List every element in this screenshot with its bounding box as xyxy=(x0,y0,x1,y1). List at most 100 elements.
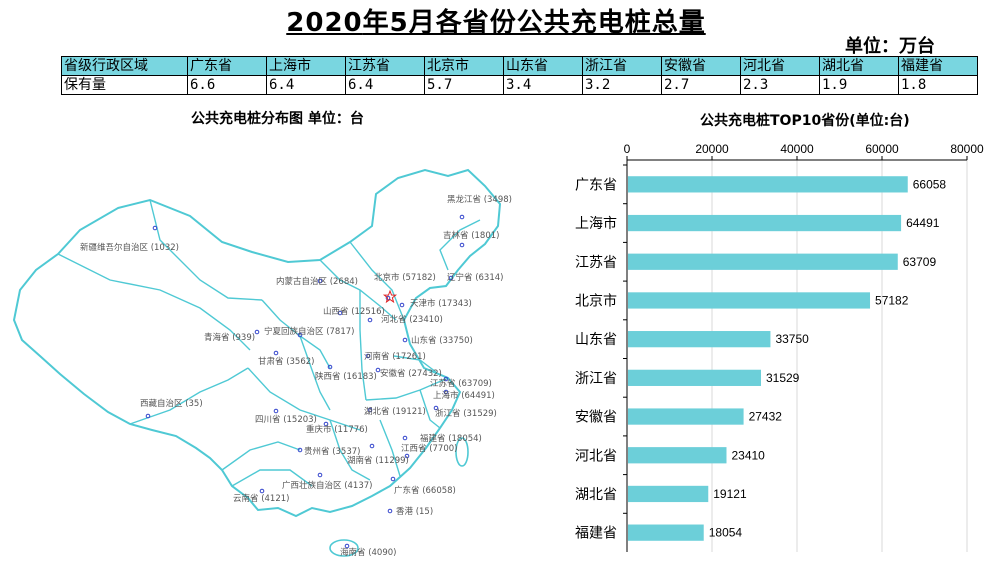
data-label: 33750 xyxy=(775,332,809,346)
data-label: 64491 xyxy=(906,216,940,230)
province-boundary xyxy=(57,253,251,351)
category-label: 安徽省 xyxy=(575,410,617,426)
table-cell: 6.6 xyxy=(187,75,267,95)
table-cell: 福建省 xyxy=(898,56,978,76)
province-dot xyxy=(145,413,151,419)
category-label: 福建省 xyxy=(575,526,617,542)
province-dot xyxy=(152,225,158,231)
table-header-row: 省级行政区域 广东省 上海市 江苏省 北京市 山东省 浙江省 安徽省 河北省 湖… xyxy=(61,56,978,76)
category-label: 广东省 xyxy=(575,177,617,193)
map-label: 四川省 (15203) xyxy=(255,414,317,425)
province-dot xyxy=(385,295,391,301)
table-cell: 1.9 xyxy=(819,75,899,95)
x-tick-label: 80000 xyxy=(950,142,984,156)
province-dot xyxy=(344,543,350,549)
table-cell: 1.8 xyxy=(898,75,978,95)
province-boundary xyxy=(349,241,405,321)
map-label: 青海省 (939) xyxy=(204,332,255,343)
title-year: 2020 xyxy=(286,8,363,38)
table-cell: 山东省 xyxy=(503,56,583,76)
province-dot xyxy=(402,435,408,441)
province-boundary xyxy=(439,219,481,271)
province-dot xyxy=(399,302,405,308)
province-dot xyxy=(375,367,381,373)
map-label: 广西壮族自治区 (4137) xyxy=(282,480,372,491)
province-dot xyxy=(323,421,329,427)
data-label: 18054 xyxy=(709,526,743,540)
table-value-row: 保有量 6.6 6.4 6.4 5.7 3.4 3.2 2.7 2.3 1.9 … xyxy=(61,75,978,95)
province-dot xyxy=(273,350,279,356)
map-label: 河北省 (23410) xyxy=(381,314,443,325)
map-label: 江西省 (7700) xyxy=(401,443,457,454)
map-label: 云南省 (4121) xyxy=(233,493,289,504)
map-label: 黑龙江省 (3498) xyxy=(447,194,512,205)
unit-label: 单位：万台 xyxy=(845,36,935,57)
capital-star-icon xyxy=(382,289,398,304)
x-tick-label: 0 xyxy=(624,142,631,156)
map-label: 安徽省 (27432) xyxy=(380,368,442,379)
map-label: 湖北省 (19121) xyxy=(364,406,426,417)
category-label: 上海市 xyxy=(575,215,617,232)
map-label: 吉林省 (1801) xyxy=(443,230,499,241)
data-label: 63709 xyxy=(903,255,937,269)
map-label: 河南省 (17261) xyxy=(364,351,426,362)
province-dot xyxy=(443,376,449,382)
province-boundary xyxy=(247,367,361,431)
map-label: 浙江省 (31529) xyxy=(435,408,497,419)
map-label: 陕西省 (16183) xyxy=(315,371,377,382)
map-label: 西藏自治区 (35) xyxy=(140,398,203,409)
province-boundary xyxy=(129,367,249,425)
table-cell: 河北省 xyxy=(740,56,820,76)
table-cell: 安徽省 xyxy=(661,56,741,76)
map-title: 公共充电桩分布图 单位：台 xyxy=(191,111,364,127)
bar-chart: 0 20000 40000 60000 80000 广东省 66058 上海市 64491 江苏省… xyxy=(575,142,984,552)
table-cell: 2.3 xyxy=(740,75,820,95)
province-dot xyxy=(297,332,303,338)
map-label: 新疆维吾尔自治区 (1032) xyxy=(80,242,179,253)
province-boundary xyxy=(365,377,449,401)
map-label: 山东省 (33750) xyxy=(411,335,473,346)
table-row-label: 保有量 xyxy=(61,75,188,95)
data-label: 66058 xyxy=(913,177,947,191)
map-label: 山西省 (12516) xyxy=(323,306,385,317)
table-cell: 上海市 xyxy=(266,56,346,76)
map-label: 香港 (15) xyxy=(396,506,433,517)
category-label: 江苏省 xyxy=(575,255,617,271)
map-label: 宁夏回族自治区 (7817) xyxy=(264,326,354,337)
hainan-island xyxy=(329,539,359,557)
table-row-label: 省级行政区域 xyxy=(61,56,188,76)
map-label: 甘肃省 (3562) xyxy=(258,356,314,367)
table-cell: 北京市 xyxy=(424,56,504,76)
bar xyxy=(628,369,761,386)
province-boundary xyxy=(231,469,313,487)
title-text: 年5月各省份公共充电桩总量 xyxy=(362,8,706,38)
x-tick-label: 40000 xyxy=(780,142,814,156)
province-boundary xyxy=(299,335,331,411)
table-cell: 6.4 xyxy=(266,75,346,95)
province-dot xyxy=(367,407,373,413)
province-dot xyxy=(369,443,375,449)
map-label: 天津市 (17343) xyxy=(410,298,472,309)
province-dot xyxy=(367,317,373,323)
province-boundary xyxy=(393,355,437,373)
category-label: 山东省 xyxy=(575,332,617,348)
table-cell: 湖北省 xyxy=(819,56,899,76)
data-label: 31529 xyxy=(766,371,800,385)
province-dot xyxy=(433,405,439,411)
bar xyxy=(628,292,871,309)
map-label: 上海市 (64491) xyxy=(433,390,495,401)
map-label: 贵州省 (3537) xyxy=(304,446,360,457)
category-label: 河北省 xyxy=(575,448,617,464)
province-dot xyxy=(387,508,393,514)
bar xyxy=(628,331,771,348)
map-label: 湖南省 (11299) xyxy=(347,455,409,466)
map-label: 福建省 (18054) xyxy=(420,433,482,444)
province-dot xyxy=(317,472,323,478)
taiwan-island xyxy=(455,437,469,467)
x-tick-label: 60000 xyxy=(865,142,899,156)
bar xyxy=(628,214,902,232)
province-dot xyxy=(404,453,410,459)
map-label: 北京市 (57182) xyxy=(374,272,436,283)
table-cell: 广东省 xyxy=(187,56,267,76)
province-dot xyxy=(448,275,454,281)
